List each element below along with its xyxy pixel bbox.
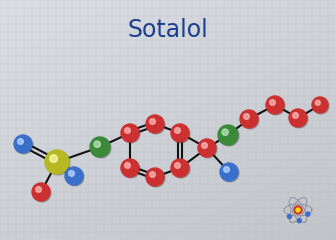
- Circle shape: [171, 159, 189, 177]
- Circle shape: [288, 215, 291, 218]
- Circle shape: [122, 160, 140, 178]
- Circle shape: [125, 128, 130, 133]
- Circle shape: [46, 151, 70, 175]
- Circle shape: [202, 143, 207, 148]
- Circle shape: [36, 187, 41, 192]
- Circle shape: [15, 136, 33, 154]
- Circle shape: [121, 124, 139, 142]
- Circle shape: [198, 139, 216, 157]
- Circle shape: [223, 167, 229, 172]
- Circle shape: [147, 169, 165, 187]
- Circle shape: [315, 100, 320, 105]
- Circle shape: [297, 219, 301, 223]
- Circle shape: [267, 97, 285, 115]
- Circle shape: [14, 135, 32, 153]
- Circle shape: [172, 160, 190, 178]
- Circle shape: [172, 125, 190, 143]
- Circle shape: [290, 110, 308, 128]
- Circle shape: [150, 172, 155, 177]
- Circle shape: [296, 208, 300, 212]
- Circle shape: [65, 167, 83, 185]
- Circle shape: [90, 137, 110, 157]
- Circle shape: [94, 141, 100, 147]
- Circle shape: [66, 168, 84, 186]
- Circle shape: [32, 183, 50, 201]
- Circle shape: [218, 125, 238, 145]
- Circle shape: [289, 109, 307, 127]
- Circle shape: [219, 126, 239, 146]
- Circle shape: [269, 100, 276, 105]
- Circle shape: [266, 96, 284, 114]
- Circle shape: [241, 111, 259, 129]
- Circle shape: [293, 113, 298, 118]
- Circle shape: [199, 140, 217, 158]
- Text: Sotalol: Sotalol: [128, 18, 208, 42]
- Circle shape: [222, 129, 228, 135]
- Circle shape: [294, 206, 302, 214]
- Circle shape: [175, 128, 180, 133]
- Circle shape: [33, 184, 51, 202]
- Circle shape: [171, 124, 189, 142]
- Circle shape: [150, 119, 155, 124]
- Circle shape: [147, 116, 165, 134]
- Circle shape: [50, 155, 57, 162]
- Circle shape: [306, 212, 310, 216]
- Circle shape: [122, 125, 140, 143]
- Circle shape: [125, 163, 130, 168]
- Circle shape: [313, 98, 329, 114]
- Circle shape: [312, 97, 328, 113]
- Circle shape: [69, 171, 74, 176]
- Circle shape: [17, 138, 24, 144]
- Circle shape: [121, 159, 139, 177]
- Circle shape: [146, 168, 164, 186]
- Circle shape: [175, 163, 180, 168]
- Circle shape: [244, 114, 249, 119]
- Circle shape: [45, 150, 69, 174]
- Circle shape: [240, 110, 258, 128]
- Circle shape: [146, 115, 164, 133]
- Circle shape: [221, 164, 239, 182]
- Circle shape: [91, 138, 111, 158]
- Circle shape: [220, 163, 238, 181]
